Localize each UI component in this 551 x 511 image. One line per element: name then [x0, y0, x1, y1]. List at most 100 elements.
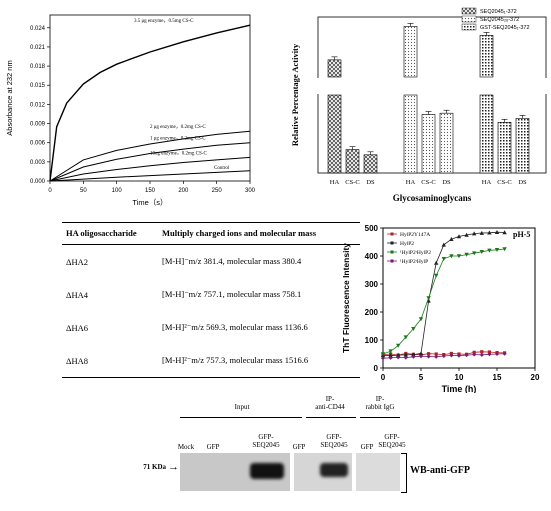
data-point	[502, 351, 507, 356]
data-point	[494, 230, 500, 234]
legend-swatch	[461, 7, 477, 15]
blot-group-line-ip-cd44	[306, 417, 356, 418]
protein-band	[250, 463, 284, 479]
category-label: CS-C	[421, 179, 435, 186]
data-point	[456, 234, 462, 239]
legend-label: SEQ2045₁-372	[480, 9, 517, 15]
table-cell-oligo: ΔHA8	[62, 344, 158, 378]
data-point	[381, 356, 385, 361]
series-line	[49, 156, 251, 182]
data-point	[418, 351, 424, 356]
table-cell-mass: [M-H]²⁻m/z 757.3, molecular mass 1516.6	[158, 344, 360, 378]
gel-image-ip-igg	[356, 453, 400, 491]
data-point	[441, 257, 446, 261]
table-header-ions: Multiply charged ions and molecular mass	[158, 222, 360, 245]
series-label: 1 μg enzyme，0.2mg CS-C	[150, 137, 206, 142]
table-row: ΔHA2 [M-H]⁻m/z 381.4, molecular mass 380…	[62, 245, 360, 279]
y-tick-label: 0.012	[30, 102, 46, 108]
y-tick-label: 0.009	[30, 122, 46, 128]
data-point	[487, 230, 492, 235]
x-tick-label: 100	[112, 188, 123, 194]
bar	[479, 94, 494, 174]
data-point	[479, 230, 484, 235]
axis-break-gap	[316, 78, 548, 94]
absorbance-chart-svg: 0 50 100 150 200 250 300 0.000 0.003 0.006 0.009 0.…	[5, 14, 256, 207]
y-tick-label: 100	[365, 336, 379, 345]
blot-group-line-input	[180, 417, 302, 418]
table-row: ΔHA6 [M-H]²⁻m/z 569.3, molecular mass 11…	[62, 311, 360, 344]
legend-label: SEQ2045₂₆-372	[480, 17, 519, 23]
data-point	[434, 354, 439, 359]
lane-label: Mock	[177, 443, 195, 451]
blot-bracket	[401, 453, 407, 493]
series-line	[49, 24, 251, 182]
x-tick-label: 20	[531, 373, 540, 382]
data-point	[472, 231, 477, 236]
arrow-right-icon: →	[168, 461, 179, 473]
data-point	[464, 252, 469, 257]
category-label: HA	[482, 179, 492, 186]
table-cell-mass: [M-H]⁻m/z 381.4, molecular mass 380.4	[162, 256, 302, 266]
blot-group-label-input: Input	[234, 403, 250, 411]
data-point	[494, 248, 500, 253]
data-point	[434, 260, 439, 265]
data-point	[449, 237, 454, 241]
x-tick-label: 150	[145, 188, 156, 194]
bar	[439, 112, 454, 174]
lane-label: GFP- SEQ2045	[252, 433, 280, 449]
data-point	[472, 352, 477, 357]
chart-annotation: pH-5	[513, 230, 530, 239]
data-point	[479, 352, 484, 357]
legend-marker	[390, 259, 394, 263]
blot-group-label-ip-igg: IP- rabbit IgG	[365, 395, 395, 411]
data-point	[388, 355, 393, 360]
table-cell-mass: [M-H]²⁻m/z 569.3, molecular mass 1136.6	[162, 322, 308, 332]
data-point	[441, 242, 446, 247]
data-point	[479, 250, 484, 254]
western-blot-panel: Input IP- anti-CD44 IP- rabbit IgG Mock …	[143, 395, 480, 505]
data-point	[403, 335, 408, 340]
data-point	[396, 343, 401, 348]
y-tick-label: 0.018	[30, 64, 46, 70]
data-point	[464, 353, 469, 358]
legend-label: HylP2Y147A	[400, 232, 430, 238]
y-tick-label: 0.015	[30, 83, 46, 89]
y-tick-label: 300	[365, 280, 379, 289]
table-cell-mass: [M-H]⁻m/z 757.1, molecular mass 758.1	[162, 289, 302, 299]
detection-label: WB-anti-GFP	[410, 465, 470, 476]
data-point	[487, 248, 492, 253]
data-point	[434, 352, 438, 356]
x-tick-label: 300	[245, 188, 256, 194]
category-label: CS-C	[497, 179, 511, 186]
data-point	[427, 352, 431, 356]
legend-label: HylP2	[400, 241, 414, 247]
category-label: HA	[330, 179, 340, 186]
data-point	[380, 352, 386, 357]
legend-swatch	[461, 15, 477, 23]
y-axis-title: Relative Percentage Activity	[290, 43, 300, 146]
x-tick-label: 50	[80, 188, 87, 194]
data-point	[487, 352, 492, 357]
table-row: ΔHA4 [M-H]⁻m/z 757.1, molecular mass 758…	[62, 278, 360, 311]
data-point	[472, 251, 477, 256]
y-tick-label: 0	[374, 364, 379, 373]
data-point	[388, 353, 393, 358]
series-label: Control	[214, 166, 230, 171]
table-cell-oligo: ΔHA4	[66, 289, 88, 300]
y-tick-label: 400	[365, 252, 379, 261]
y-axis-title: ThT Fluorescence Intensity	[341, 243, 351, 353]
data-point	[388, 349, 393, 354]
series-label: 3.5 μg enzyme，0.5mg CS-C	[134, 19, 194, 24]
x-tick-label: 15	[493, 373, 502, 382]
bar	[403, 94, 418, 174]
data-point	[426, 354, 431, 359]
series-label: 2 μg enzyme，0.2mg CS-C	[150, 125, 206, 130]
panel-d-tht-chart: 0 5 10 15 20 0 100 200 300 400 500 Time (h) ThT Fluo…	[335, 218, 551, 393]
x-tick-label: 0	[381, 373, 386, 382]
blot-group-label-ip-cd44: IP- anti-CD44	[315, 395, 345, 411]
y-axis-title: Absorbance at 232 nm	[5, 60, 14, 135]
bar	[515, 118, 530, 174]
blot-group-line-ip-igg	[360, 417, 400, 418]
table-row: ΔHA8 [M-H]²⁻m/z 757.3, molecular mass 15…	[62, 344, 360, 378]
legend-label: GST-SEQ2045₁-372	[480, 25, 530, 31]
